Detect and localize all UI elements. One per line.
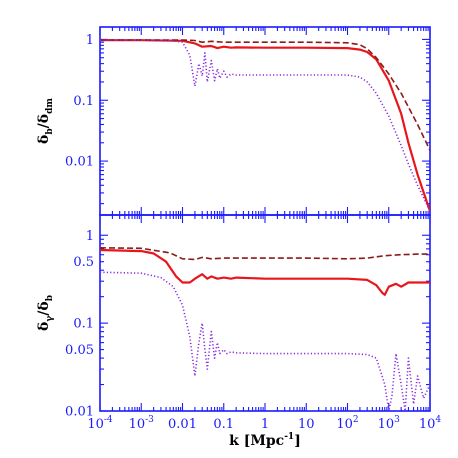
y-axis-label: δb/δdm xyxy=(36,98,55,144)
x-tick-label: 0.1 xyxy=(213,417,234,432)
y-tick-label: 0.1 xyxy=(73,317,94,332)
x-tick-label: 10-4 xyxy=(87,415,113,432)
x-axis-label: k [Mpc-1] xyxy=(229,432,301,449)
y-tick-label: 0.5 xyxy=(73,255,94,270)
y-tick-label: 1 xyxy=(86,229,94,244)
series-solid xyxy=(100,39,430,212)
y-tick-label: 0.05 xyxy=(65,343,94,358)
top-panel: 1 0.1 0.01 δb/δdm xyxy=(36,26,431,216)
x-tick-label: 1 xyxy=(261,417,269,432)
x-tick-label: 103 xyxy=(378,415,401,432)
y-axis-label: δγ/δb xyxy=(36,295,55,331)
x-tick-label: 104 xyxy=(419,415,442,432)
y-tick-label: 0.01 xyxy=(65,155,94,170)
x-tick-label: 0.01 xyxy=(168,417,197,432)
y-tick-label: 0.1 xyxy=(73,94,94,109)
x-tick-label: 102 xyxy=(336,415,358,432)
series-solid xyxy=(100,248,430,296)
series-dotted xyxy=(100,271,430,411)
x-tick-label: 10 xyxy=(298,417,315,432)
plot-frame xyxy=(99,26,431,216)
x-tick-label: 10-3 xyxy=(129,415,155,432)
series-dashed xyxy=(100,247,430,261)
y-tick-label: 1 xyxy=(86,33,94,48)
plot-frame xyxy=(99,214,431,412)
series-dotted xyxy=(100,39,430,212)
series-dashed xyxy=(100,39,430,151)
y-tick-label: 0.01 xyxy=(65,405,94,420)
